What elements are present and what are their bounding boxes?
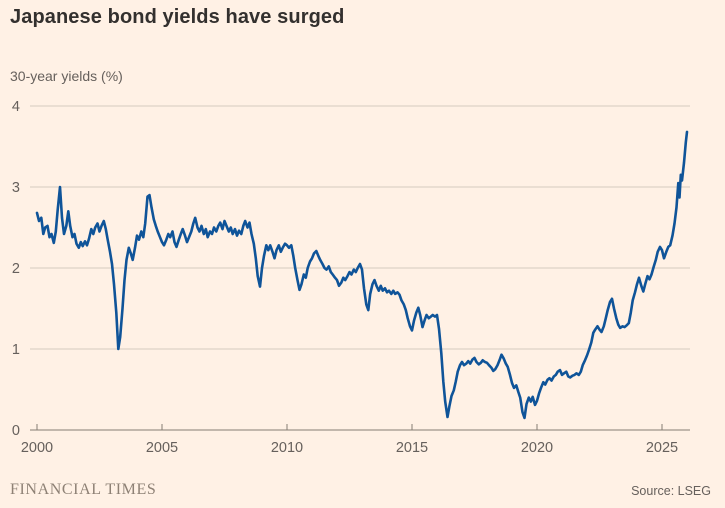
x-tick-label: 2020 [521, 440, 553, 456]
y-tick-label: 4 [12, 99, 20, 115]
x-tick-label: 2015 [396, 440, 428, 456]
yield-line-series [35, 130, 689, 420]
y-tick-label: 2 [12, 261, 20, 277]
x-tick-label: 2005 [146, 440, 178, 456]
y-tick-label: 3 [12, 180, 20, 196]
x-axis-ticks: 2000 2005 2010 2015 2020 2025 [21, 424, 678, 456]
x-tick-label: 2025 [646, 440, 678, 456]
y-tick-label: 0 [12, 423, 20, 439]
y-axis-unit-label: 30-year yields (%) [10, 68, 123, 84]
y-tick-label: 1 [12, 342, 20, 358]
x-tick-label: 2000 [21, 440, 53, 456]
chart-title: Japanese bond yields have surged [10, 6, 345, 28]
y-axis-labels: 0 1 2 3 4 [12, 99, 20, 439]
source-label: Source: LSEG [631, 484, 711, 498]
x-tick-label: 2010 [271, 440, 303, 456]
gridlines [30, 105, 690, 431]
ft-logo-text: FINANCIAL TIMES [10, 481, 157, 498]
